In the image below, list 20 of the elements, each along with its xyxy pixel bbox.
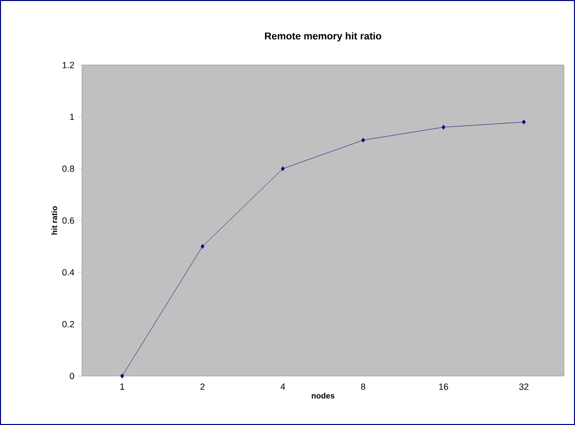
y-tick-label: 0.2 (62, 320, 74, 328)
point (280, 166, 285, 172)
y-tick-label: 0.8 (62, 165, 74, 172)
x-tick-label: 4 (280, 384, 286, 390)
x-tick-label: 16 (439, 384, 448, 390)
y-tick-label: 0 (70, 372, 74, 380)
x-tick-label: 8 (361, 384, 366, 390)
point (361, 138, 366, 143)
x-tick-label: 2 (200, 384, 205, 390)
chart-title: Remote memory hit ratio (264, 32, 382, 42)
y-tick-label: 1 (70, 114, 74, 120)
x-tick-label: 32 (519, 384, 528, 390)
point (522, 120, 526, 124)
point (200, 244, 204, 249)
y-tick-label: 0.4 (62, 269, 74, 276)
point (442, 124, 446, 130)
x-tick-label: 1 (120, 384, 124, 390)
y-tick-label: 1.2 (62, 62, 74, 68)
point (120, 374, 124, 378)
y-tick-label: 0.6 (62, 217, 74, 224)
